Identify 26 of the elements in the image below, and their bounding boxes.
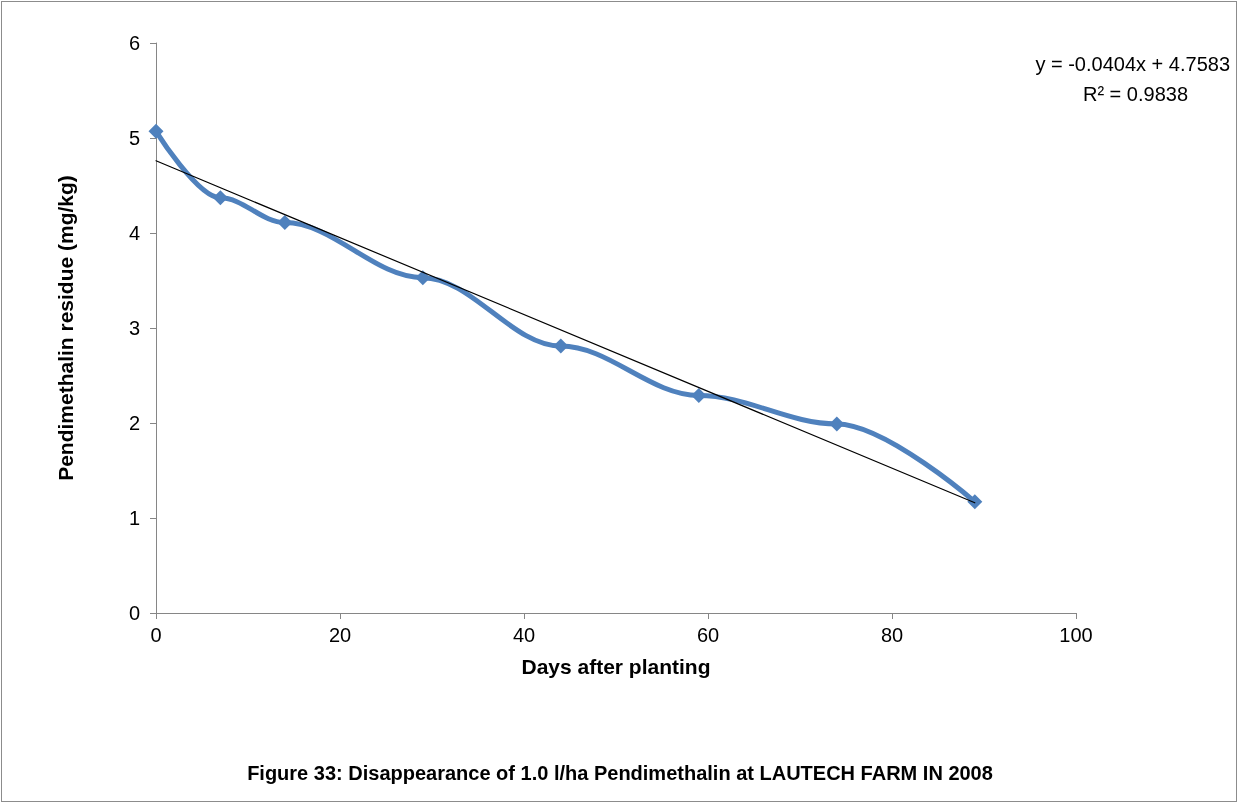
x-tick-label: 80 [880,624,904,646]
point [967,494,983,510]
y-tick-label: 4 [128,222,140,244]
y-axis-title: Pendimethalin residue (mg/kg) [54,175,77,481]
y-tick-label: 1 [128,507,140,529]
x-tick-label: 100 [1059,624,1093,646]
text: Figure 33: Disappearance of 1.0 l/ha Pendimethalin at LAUTECH FARM IN 2008 [247,762,993,784]
point [553,338,569,354]
x-axis-title: Days after planting [521,655,711,678]
point [691,387,707,403]
y-tick-label: 6 [128,32,140,54]
annotation: y = -0.0404x + 4.7583 [1035,53,1230,75]
text: R² = 0.9838 [1082,83,1189,105]
x-tick-label: 20 [328,624,352,646]
y-tick-label: 3 [128,317,140,339]
point [212,190,228,206]
y-tick-label: 2 [128,412,140,434]
point [415,270,431,286]
x-tick-label: 40 [512,624,536,646]
y-tick-label: 0 [128,602,140,624]
point [148,123,164,139]
point [277,215,293,231]
x-tick-label: 0 [150,624,162,646]
point [829,416,845,432]
y-tick-label: 5 [128,127,140,149]
x-tick-label: 60 [696,624,720,646]
